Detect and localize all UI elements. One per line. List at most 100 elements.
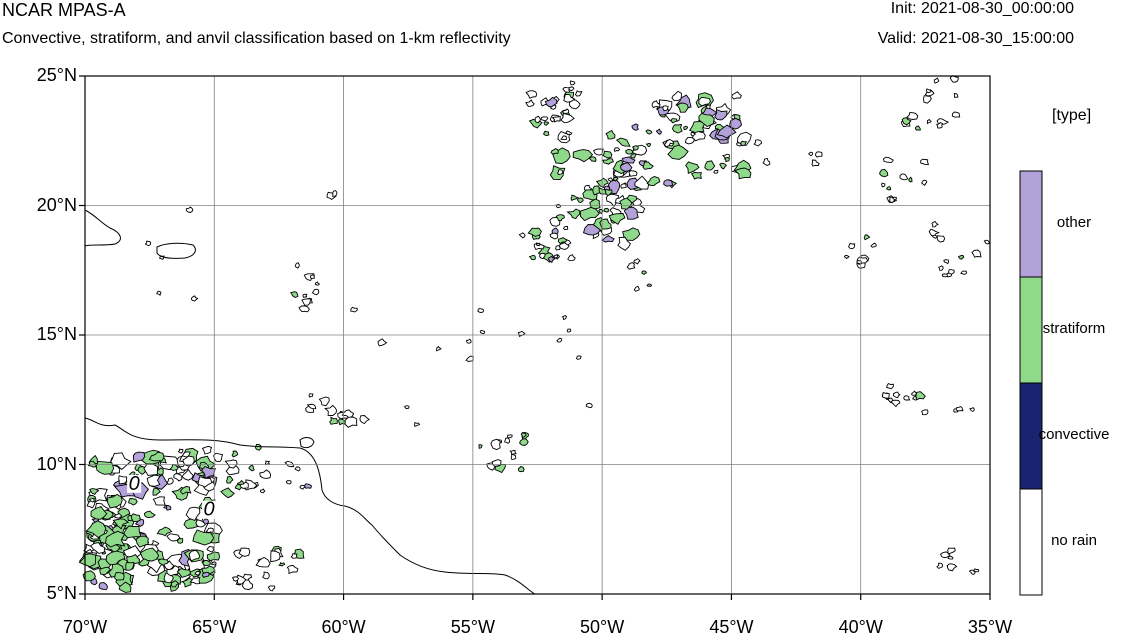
precip-cell <box>542 130 550 136</box>
precip-cell <box>182 455 195 467</box>
precip-cell <box>946 563 958 572</box>
precip-cell <box>560 112 575 123</box>
precip-cell <box>570 194 579 202</box>
precip-cell <box>562 225 569 230</box>
precip-cell <box>478 444 483 449</box>
precip-cell <box>953 92 959 99</box>
precip-cell <box>264 460 271 466</box>
precip-cell <box>941 273 949 278</box>
precip-cell <box>132 451 146 463</box>
precip-cell <box>949 75 959 83</box>
precip-cell <box>714 108 728 121</box>
precip-cell <box>562 108 570 115</box>
precip-cell <box>176 568 192 578</box>
precip-cell <box>690 171 702 180</box>
precip-cell <box>848 242 856 250</box>
precip-cell <box>544 96 558 108</box>
precip-cell <box>285 480 292 485</box>
precip-cell <box>130 513 141 523</box>
precip-cell <box>85 520 107 539</box>
precip-cell <box>213 452 224 463</box>
precip-cell <box>890 399 901 408</box>
precip-cell <box>95 460 115 475</box>
precip-cell <box>90 541 106 554</box>
precip-cell <box>539 252 546 260</box>
precip-cell <box>908 176 913 183</box>
precip-cell <box>298 305 310 313</box>
precip-cell <box>811 159 820 167</box>
precip-cell <box>403 405 410 410</box>
precip-cell <box>201 445 213 455</box>
precip-cell <box>206 551 221 562</box>
precip-cell <box>685 136 695 145</box>
precip-cell <box>685 161 700 175</box>
precip-cell <box>628 170 638 177</box>
init-time: Init: 2021-08-30_00:00:00 <box>890 0 1074 17</box>
precip-cell <box>566 208 581 220</box>
precip-cell <box>592 148 604 156</box>
precip-cell <box>870 242 877 248</box>
precip-cell <box>947 547 956 555</box>
precip-cell <box>623 206 639 220</box>
lat-tick-label: 15°N <box>36 324 77 344</box>
precip-cell <box>713 169 719 174</box>
precip-cell <box>535 242 541 247</box>
lat-tick-label: 10°N <box>36 453 77 474</box>
precip-cell <box>645 129 653 135</box>
precip-cell <box>574 90 583 97</box>
precip-cell <box>166 533 181 542</box>
precip-cell <box>126 554 141 566</box>
precip-cell <box>634 175 650 190</box>
precip-cell <box>105 550 126 566</box>
precip-cell <box>267 585 276 592</box>
precip-cell <box>98 582 108 590</box>
plot-subtitle: Convective, stratiform, and anvil classi… <box>2 30 511 47</box>
precip-cell <box>557 169 563 176</box>
precip-cell <box>239 481 249 489</box>
precip-cell <box>655 128 663 135</box>
precip-cell <box>579 206 600 222</box>
precip-cell <box>248 464 255 472</box>
precip-cell <box>631 123 639 131</box>
precip-cell <box>125 561 135 571</box>
precip-cell <box>881 392 890 399</box>
precip-cell <box>436 345 442 352</box>
precip-cell <box>308 393 314 398</box>
precip-cell <box>146 474 161 487</box>
precip-cell <box>183 518 199 529</box>
precip-cell <box>553 254 559 259</box>
precip-cell <box>231 576 239 582</box>
precip-cell <box>599 218 612 230</box>
precip-cell <box>844 254 850 259</box>
precip-cell <box>166 477 174 485</box>
precip-cell <box>729 117 742 130</box>
precip-cell <box>642 161 654 170</box>
precip-cell <box>619 197 633 210</box>
precip-cell <box>414 421 421 428</box>
precip-cell <box>259 469 272 479</box>
precip-cell <box>344 416 358 428</box>
precip-cell <box>302 293 308 298</box>
precip-cell <box>185 506 201 521</box>
lat-tick-label: 5°N <box>46 583 77 603</box>
precip-cell <box>575 355 582 360</box>
precip-cell <box>520 432 527 438</box>
precip-cell <box>605 193 620 208</box>
precip-cell <box>567 254 576 262</box>
lon-tick-label: 70°W <box>62 617 108 637</box>
coastline-hispaniola-fragment <box>84 209 121 247</box>
precip-cell <box>753 139 763 147</box>
precip-cell <box>465 355 474 362</box>
precip-cell <box>177 538 184 544</box>
precip-cell <box>672 123 683 134</box>
precip-cell <box>185 206 194 213</box>
precip-cell <box>151 539 160 546</box>
precip-cell <box>534 115 542 124</box>
contour-label: 0 <box>129 473 140 495</box>
precip-cell <box>108 452 132 470</box>
precip-cell <box>202 560 211 566</box>
precip-cell <box>89 488 100 495</box>
precip-cell <box>504 437 510 444</box>
precip-cell <box>290 553 298 559</box>
precip-cell <box>938 265 944 271</box>
